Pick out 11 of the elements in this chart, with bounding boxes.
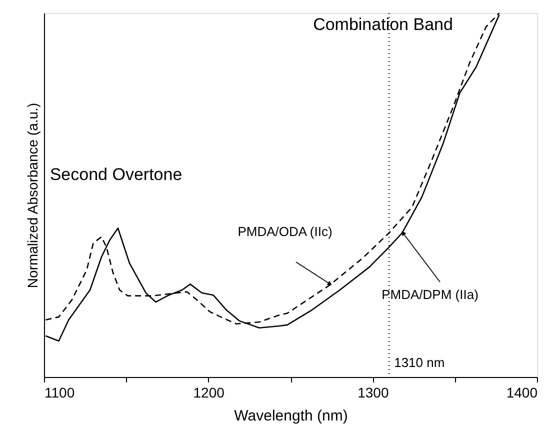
x-axis-title: Wavelength (nm) [234,408,348,424]
annotation: Combination Band [313,15,453,34]
ref-line-label: 1310 nm [394,355,445,370]
series-label: PMDA/DPM (IIa) [382,287,478,302]
text: PMDA/ODA (IIc) [238,224,332,239]
x-tick-label: 1200 [193,384,225,400]
annotation: Second Overtone [50,165,182,184]
x-tick-label: 1400 [506,384,538,400]
x-tick-label: 1300 [358,384,389,400]
x-tick-label: 1100 [44,384,75,400]
y-axis-title: Normalized Absorbance (a.u.) [24,102,40,288]
